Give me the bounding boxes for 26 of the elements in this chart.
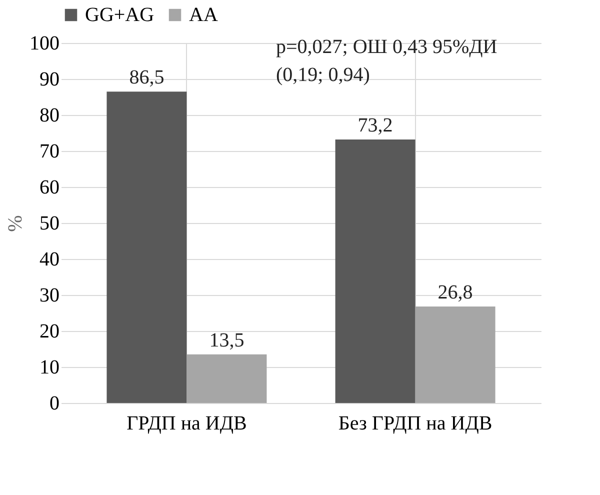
legend-label: GG+AG bbox=[85, 4, 154, 26]
data-label: 26,8 bbox=[438, 282, 473, 304]
data-label: 13,5 bbox=[209, 329, 244, 352]
y-tick-label: 70 bbox=[40, 140, 60, 162]
x-tick-label: ГРДП на ИДВ bbox=[126, 412, 247, 434]
y-tick-label: 0 bbox=[50, 392, 60, 414]
bar bbox=[335, 139, 416, 403]
data-label: 86,5 bbox=[129, 66, 164, 89]
y-tick-label: 10 bbox=[40, 356, 60, 378]
bar bbox=[186, 354, 267, 403]
y-axis-title: % bbox=[4, 215, 26, 232]
y-tick-label: 30 bbox=[40, 284, 60, 306]
y-tick-label: 90 bbox=[40, 68, 60, 90]
data-label: 73,2 bbox=[358, 114, 393, 136]
annotation: p=0,027; ОШ 0,43 95%ДИ bbox=[276, 36, 498, 58]
bar bbox=[106, 92, 187, 403]
x-tick-label: Без ГРДП на ИДВ bbox=[338, 412, 492, 434]
annotation: (0,19; 0,94) bbox=[276, 64, 370, 86]
y-tick-label: 100 bbox=[30, 32, 60, 54]
legend-label: AA bbox=[189, 4, 218, 26]
y-tick-label: 50 bbox=[40, 212, 60, 234]
y-tick-label: 80 bbox=[40, 104, 60, 126]
y-tick-label: 40 bbox=[40, 248, 60, 270]
y-tick-label: 20 bbox=[40, 320, 60, 342]
y-tick-label: 60 bbox=[40, 176, 60, 198]
bar bbox=[415, 306, 496, 403]
